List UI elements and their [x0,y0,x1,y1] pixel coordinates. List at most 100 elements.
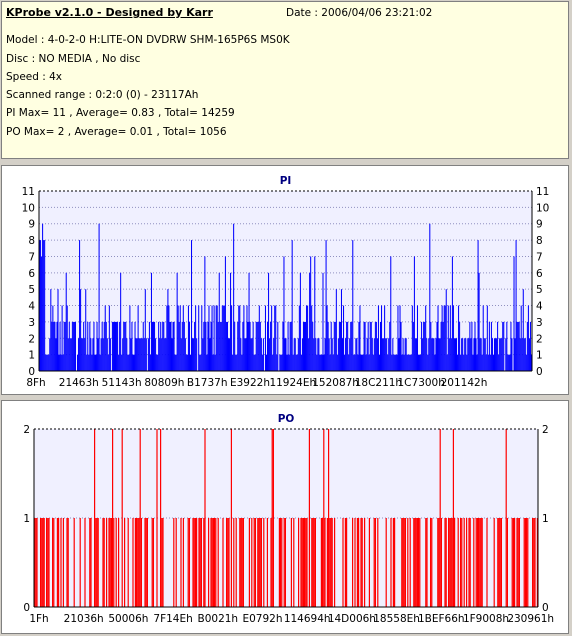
data-bar [97,518,99,607]
data-bar [308,338,310,371]
data-bar [445,289,447,371]
data-bar [394,518,396,607]
data-bar [300,518,302,607]
data-bar [454,518,456,607]
data-bar [357,354,359,371]
data-bar [66,305,68,371]
data-bar [275,305,277,371]
data-bar [134,321,136,371]
data-bar [375,321,377,371]
data-bar [158,321,160,371]
data-bar [270,518,272,607]
y-tick-label-right: 8 [536,235,543,247]
x-tick-label: 21463h [59,377,99,389]
data-bar [428,338,430,371]
data-bar [523,518,525,607]
data-bar [203,518,205,607]
data-bar [323,354,325,371]
data-bar [419,518,421,607]
data-bar [345,338,347,371]
data-bar [368,354,370,371]
x-tick-label: 201142h [441,377,488,389]
po-chart-panel: 0 0 1 1 2 2 1Fh 21036h 50006h 7F14Eh B0021h E0792h 1… [1,400,569,634]
data-bar [149,354,151,371]
data-bar [314,256,316,371]
data-bar [204,429,206,607]
y-tick-label-left: 11 [22,186,35,198]
y-tick-label-right: 6 [536,268,543,280]
data-bar [356,338,358,371]
data-bar [416,305,418,371]
data-bar [136,518,138,607]
data-bar [518,321,520,371]
data-bar [335,289,337,371]
data-bar [526,518,528,607]
data-bar [305,321,307,371]
data-bar [346,518,348,607]
data-bar [200,354,202,371]
data-bar [284,338,286,371]
data-bar [489,354,491,371]
data-bar [399,305,401,371]
data-bar [63,321,65,371]
y-tick-label-right: 0 [542,602,549,614]
data-bar [112,429,114,607]
data-bar [80,289,82,371]
data-bar [450,338,452,371]
x-tick-label: 1BEF66h [418,613,465,625]
data-bar [500,518,502,607]
data-bar [337,338,339,371]
data-bar [479,518,481,607]
data-bar [307,305,309,371]
data-bar [498,354,500,371]
x-tick-label: 114694h [284,613,331,625]
data-bar [532,518,534,607]
data-bar [247,321,249,371]
data-bar [85,289,87,371]
y-tick-label-left: 0 [28,366,35,378]
data-bar [516,518,518,607]
data-bar [403,518,405,607]
data-bar [89,518,91,607]
data-bar [356,518,358,607]
data-bar [314,518,316,607]
data-bar [180,338,182,371]
data-bar [459,321,461,371]
pi-summary: PI Max= 11 , Average= 0.83 , Total= 1425… [6,107,235,119]
data-bar [333,321,335,371]
data-bar [97,338,99,371]
data-bar [273,338,275,371]
data-bar [516,321,518,371]
data-bar [184,338,186,371]
data-bar [208,518,210,607]
y-tick-label-right: 1 [542,513,549,525]
y-tick-label-left: 6 [28,268,35,280]
data-bar [58,518,60,607]
data-bar [88,354,90,371]
data-bar [441,305,443,371]
data-bar [526,321,528,371]
data-bar [404,338,406,371]
scanned-range: Scanned range : 0:2:0 (0) - 23117Ah [6,89,199,101]
data-bar [289,321,291,371]
data-bar [55,338,57,371]
data-bar [138,518,140,607]
data-bar [211,518,213,607]
data-bar [415,518,417,607]
data-bar [36,518,38,607]
data-bar [150,272,152,371]
data-bar [383,338,385,371]
data-bar [125,321,127,371]
data-bar [182,518,184,607]
data-bar [277,321,279,371]
data-bar [316,354,318,371]
data-bar [156,429,158,607]
data-bar [439,338,441,371]
data-bar [139,429,141,607]
data-bar [371,338,373,371]
data-bar [367,321,369,371]
data-bar [198,518,200,607]
data-bar [334,518,336,607]
data-bar [485,354,487,371]
data-bar [41,256,43,371]
